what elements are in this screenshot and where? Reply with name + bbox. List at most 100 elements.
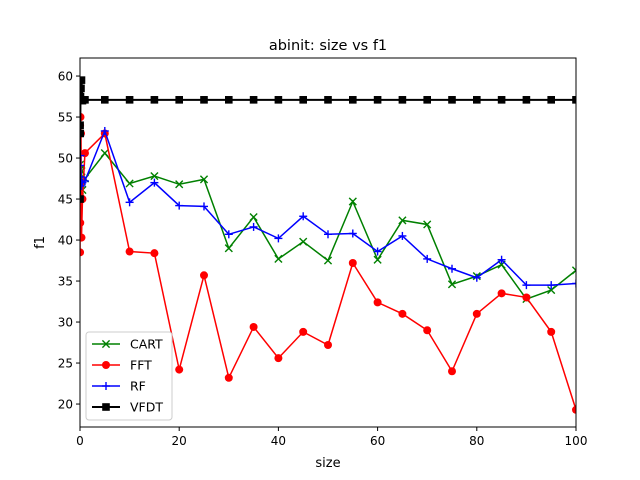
data-point-vfdt bbox=[125, 96, 134, 104]
data-point-vfdt bbox=[80, 121, 84, 130]
data-point-vfdt bbox=[80, 129, 85, 138]
data-point-rf bbox=[249, 222, 258, 231]
x-tick-label: 40 bbox=[271, 434, 286, 448]
legend-marker-cart bbox=[101, 339, 111, 349]
data-point-cart bbox=[423, 220, 432, 229]
data-point-fft bbox=[249, 322, 258, 331]
axes-frame bbox=[79, 57, 577, 428]
data-point-rf bbox=[324, 230, 332, 239]
data-point-rf bbox=[150, 178, 159, 187]
data-point-fft bbox=[80, 248, 85, 257]
data-point-fft bbox=[547, 327, 556, 336]
data-point-cart bbox=[348, 197, 357, 206]
data-point-fft bbox=[299, 327, 308, 336]
data-point-fft bbox=[472, 309, 481, 318]
series-rf bbox=[80, 126, 576, 290]
data-point-rf bbox=[274, 234, 283, 243]
y-tick-label: 60 bbox=[58, 70, 73, 84]
data-point-cart bbox=[100, 149, 109, 158]
plot-area bbox=[80, 76, 576, 414]
data-point-cart bbox=[224, 244, 233, 253]
data-point-cart bbox=[373, 255, 382, 264]
legend-label-vfdt: VFDT bbox=[130, 400, 163, 415]
data-point-rf bbox=[224, 230, 233, 239]
data-point-rf bbox=[448, 264, 456, 273]
legend-item-vfdt: VFDT bbox=[92, 400, 163, 415]
data-point-fft bbox=[274, 354, 283, 363]
legend-label-rf: RF bbox=[130, 379, 146, 394]
data-point-fft bbox=[150, 249, 159, 258]
data-point-fft bbox=[324, 341, 332, 349]
data-point-vfdt bbox=[80, 195, 84, 203]
data-point-rf bbox=[522, 281, 531, 290]
data-point-fft bbox=[572, 405, 576, 414]
data-point-vfdt bbox=[249, 96, 258, 104]
data-point-vfdt bbox=[80, 76, 86, 84]
data-point-cart bbox=[125, 179, 134, 188]
y-tick-label: 30 bbox=[58, 316, 73, 330]
data-point-fft bbox=[175, 365, 184, 374]
data-point-rf bbox=[299, 212, 308, 221]
data-point-fft bbox=[448, 367, 456, 376]
x-tick-label: 60 bbox=[370, 434, 385, 448]
data-point-cart bbox=[249, 212, 258, 222]
data-point-vfdt bbox=[423, 96, 431, 104]
data-point-vfdt bbox=[547, 96, 555, 104]
data-point-rf bbox=[100, 126, 109, 135]
data-point-rf bbox=[200, 202, 208, 211]
y-tick-label: 50 bbox=[58, 152, 73, 166]
data-point-cart bbox=[274, 254, 283, 263]
x-tick-label: 0 bbox=[76, 434, 84, 448]
y-axis: 20 25 30 35 40 45 50 55 60 bbox=[58, 70, 80, 412]
data-point-fft bbox=[348, 259, 357, 267]
legend: CART FFT RF VFDT bbox=[85, 331, 173, 421]
data-point-rf bbox=[175, 201, 184, 210]
data-point-cart bbox=[199, 175, 209, 184]
series-line-vfdt bbox=[80, 80, 576, 200]
data-point-rf bbox=[373, 247, 382, 256]
y-tick-label: 35 bbox=[58, 275, 73, 289]
data-point-vfdt bbox=[80, 84, 85, 93]
data-point-cart bbox=[150, 171, 159, 181]
data-point-cart bbox=[175, 180, 184, 189]
data-point-cart bbox=[323, 256, 333, 265]
data-point-fft bbox=[224, 373, 233, 382]
data-point-rf bbox=[572, 279, 576, 288]
legend-item-fft: FFT bbox=[92, 358, 152, 373]
legend-box bbox=[85, 331, 173, 421]
series-line-cart bbox=[80, 151, 576, 300]
data-point-vfdt bbox=[522, 96, 531, 104]
legend-item-cart: CART bbox=[92, 337, 163, 352]
data-point-vfdt bbox=[150, 96, 159, 104]
x-tick-label: 20 bbox=[172, 434, 187, 448]
legend-label-fft: FFT bbox=[130, 358, 152, 373]
data-point-fft bbox=[423, 326, 432, 335]
data-point-vfdt bbox=[473, 96, 481, 104]
data-point-vfdt bbox=[175, 96, 183, 104]
data-point-vfdt bbox=[81, 96, 89, 104]
data-point-rf bbox=[348, 229, 357, 238]
x-tick-label: 80 bbox=[469, 434, 484, 448]
data-point-rf bbox=[423, 254, 432, 263]
data-point-cart bbox=[299, 237, 308, 246]
legend-marker-vfdt bbox=[102, 403, 110, 411]
legend-label-cart: CART bbox=[130, 337, 163, 352]
data-point-rf bbox=[497, 255, 506, 264]
y-axis-label: f1 bbox=[33, 236, 48, 249]
data-point-vfdt bbox=[497, 96, 506, 104]
chart-title: abinit: size vs f1 bbox=[269, 38, 387, 54]
y-tick-label: 25 bbox=[58, 357, 73, 371]
legend-item-rf: RF bbox=[92, 379, 146, 394]
data-point-vfdt bbox=[225, 96, 233, 104]
data-point-fft bbox=[80, 218, 85, 227]
y-tick-label: 45 bbox=[58, 193, 73, 207]
data-point-vfdt bbox=[373, 96, 382, 104]
data-point-vfdt bbox=[398, 96, 407, 104]
data-point-vfdt bbox=[200, 96, 208, 104]
x-axis-label: size bbox=[315, 456, 340, 471]
data-point-vfdt bbox=[274, 96, 283, 104]
data-point-vfdt bbox=[299, 96, 307, 104]
y-tick-label: 55 bbox=[58, 111, 73, 125]
data-point-rf bbox=[125, 198, 134, 207]
